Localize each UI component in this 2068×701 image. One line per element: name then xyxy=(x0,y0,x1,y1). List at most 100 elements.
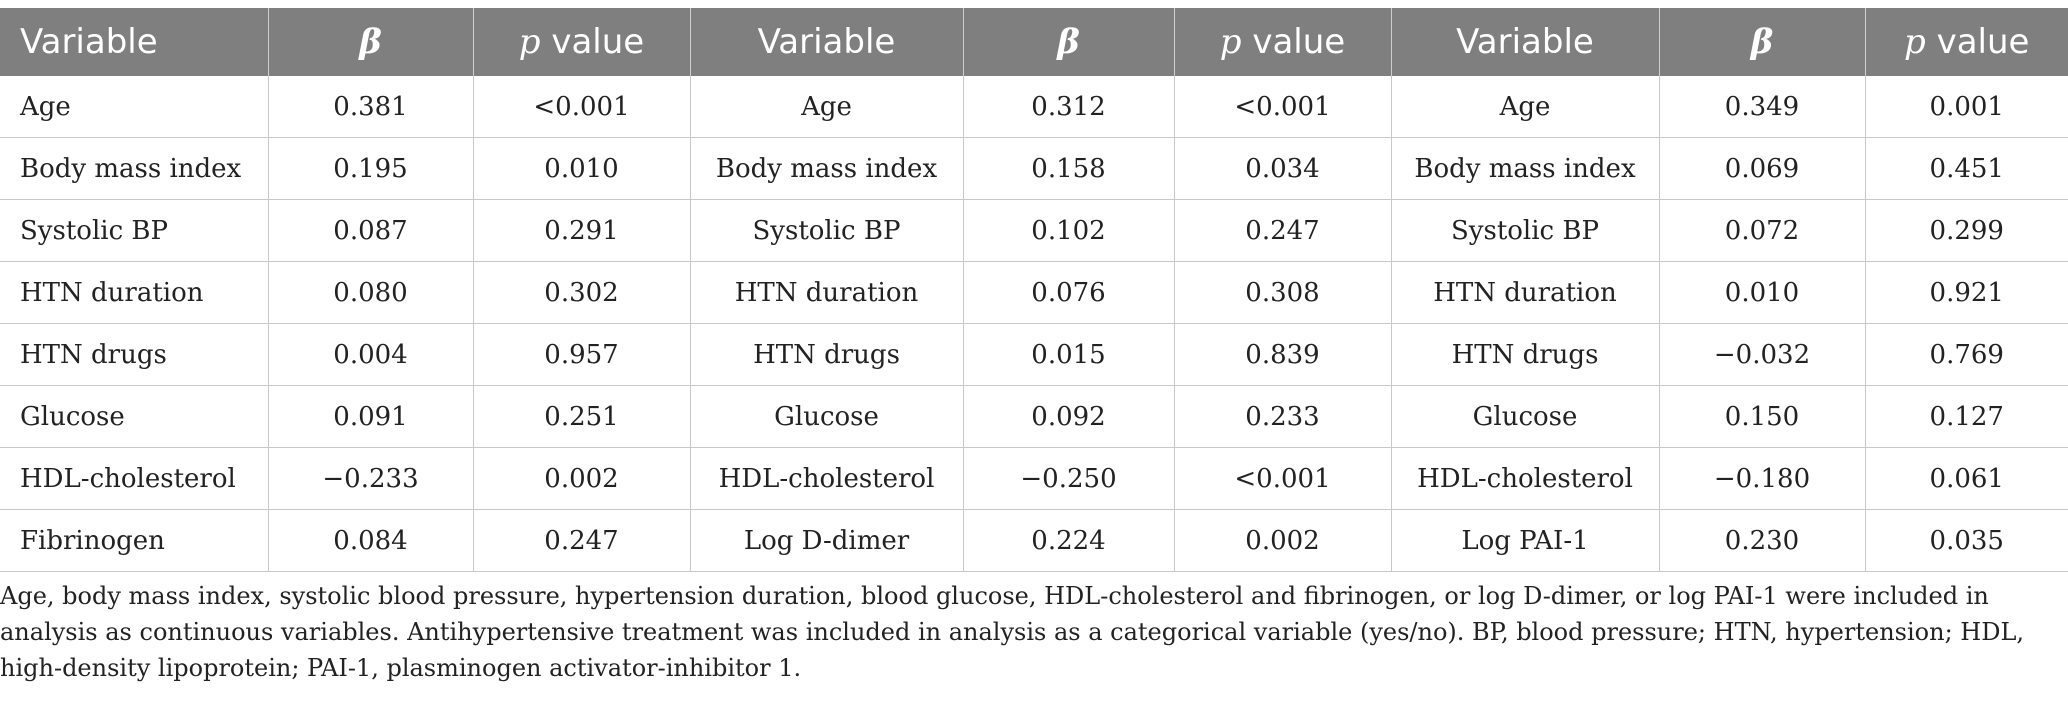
cell-beta: 0.224 xyxy=(963,509,1175,572)
header-pvalue-1: p value xyxy=(473,8,691,76)
cell-variable: HTN drugs xyxy=(0,323,269,386)
cell-pvalue: 0.299 xyxy=(1865,199,2068,262)
regression-table: Variable β p value Variable β p value Va… xyxy=(0,8,2068,572)
cell-variable: Glucose xyxy=(1391,385,1660,448)
cell-beta: 0.072 xyxy=(1659,199,1866,262)
cell-beta: 0.195 xyxy=(268,137,474,200)
header-row: Variable β p value Variable β p value Va… xyxy=(0,8,2068,76)
cell-pvalue: 0.034 xyxy=(1174,137,1392,200)
cell-beta: 0.076 xyxy=(963,261,1175,324)
cell-pvalue: 0.251 xyxy=(473,385,691,448)
cell-pvalue: 0.839 xyxy=(1174,323,1392,386)
regression-table-container: Variable β p value Variable β p value Va… xyxy=(0,8,2068,572)
cell-beta: 0.004 xyxy=(268,323,474,386)
cell-beta: 0.092 xyxy=(963,385,1175,448)
cell-pvalue: 0.002 xyxy=(473,447,691,510)
cell-variable: HDL-cholesterol xyxy=(0,447,269,510)
cell-variable: Glucose xyxy=(0,385,269,448)
cell-pvalue: <0.001 xyxy=(1174,76,1392,138)
cell-variable: Age xyxy=(690,76,964,138)
cell-variable: Body mass index xyxy=(0,137,269,200)
cell-pvalue: <0.001 xyxy=(1174,447,1392,510)
cell-pvalue: <0.001 xyxy=(473,76,691,138)
table-row: Age 0.381 <0.001 Age 0.312 <0.001 Age 0.349 0.00… xyxy=(0,76,2068,138)
table-row: HTN drugs 0.004 0.957 HTN drugs 0.015 0.839 HT… xyxy=(0,323,2068,386)
cell-beta: 0.015 xyxy=(963,323,1175,386)
cell-beta: 0.087 xyxy=(268,199,474,262)
cell-pvalue: 0.921 xyxy=(1865,261,2068,324)
cell-variable: Body mass index xyxy=(690,137,964,200)
header-pvalue-1-text: value xyxy=(540,22,645,62)
cell-beta: −0.233 xyxy=(268,447,474,510)
table-footnote: Age, body mass index, systolic blood pre… xyxy=(0,582,2025,682)
cell-variable: HTN duration xyxy=(1391,261,1660,324)
cell-beta: 0.010 xyxy=(1659,261,1866,324)
cell-pvalue: 0.247 xyxy=(473,509,691,572)
header-variable-2: Variable xyxy=(690,8,964,76)
header-pvalue-3-text: value xyxy=(1925,22,2030,62)
cell-beta: −0.250 xyxy=(963,447,1175,510)
cell-beta: 0.230 xyxy=(1659,509,1866,572)
header-beta-1: β xyxy=(268,8,474,76)
header-variable-1: Variable xyxy=(0,8,269,76)
cell-beta: 0.069 xyxy=(1659,137,1866,200)
header-pvalue-2-italic: p xyxy=(1219,22,1242,62)
cell-beta: 0.150 xyxy=(1659,385,1866,448)
cell-variable: Fibrinogen xyxy=(0,509,269,572)
header-pvalue-2: p value xyxy=(1174,8,1392,76)
cell-pvalue: 0.061 xyxy=(1865,447,2068,510)
cell-variable: Log D-dimer xyxy=(690,509,964,572)
cell-beta: 0.091 xyxy=(268,385,474,448)
cell-pvalue: 0.957 xyxy=(473,323,691,386)
cell-pvalue: 0.291 xyxy=(473,199,691,262)
cell-pvalue: 0.035 xyxy=(1865,509,2068,572)
cell-beta: 0.312 xyxy=(963,76,1175,138)
cell-beta: −0.032 xyxy=(1659,323,1866,386)
cell-variable: Glucose xyxy=(690,385,964,448)
cell-beta: 0.381 xyxy=(268,76,474,138)
cell-beta: 0.158 xyxy=(963,137,1175,200)
cell-beta: 0.080 xyxy=(268,261,474,324)
cell-pvalue: 0.308 xyxy=(1174,261,1392,324)
cell-variable: Age xyxy=(1391,76,1660,138)
cell-pvalue: 0.127 xyxy=(1865,385,2068,448)
cell-variable: HTN drugs xyxy=(1391,323,1660,386)
cell-pvalue: 0.002 xyxy=(1174,509,1392,572)
cell-pvalue: 0.451 xyxy=(1865,137,2068,200)
cell-variable: Age xyxy=(0,76,269,138)
cell-variable: HTN duration xyxy=(0,261,269,324)
cell-variable: Log PAI-1 xyxy=(1391,509,1660,572)
cell-variable: Body mass index xyxy=(1391,137,1660,200)
cell-beta: 0.102 xyxy=(963,199,1175,262)
cell-variable: HDL-cholesterol xyxy=(1391,447,1660,510)
header-pvalue-2-text: value xyxy=(1241,22,1346,62)
cell-pvalue: 0.233 xyxy=(1174,385,1392,448)
cell-pvalue: 0.302 xyxy=(473,261,691,324)
cell-beta: −0.180 xyxy=(1659,447,1866,510)
cell-variable: Systolic BP xyxy=(1391,199,1660,262)
cell-beta: 0.084 xyxy=(268,509,474,572)
table-row: Fibrinogen 0.084 0.247 Log D-dimer 0.224 0.00… xyxy=(0,509,2068,572)
table-row: Body mass index 0.195 0.010 Body mass index… xyxy=(0,137,2068,200)
header-pvalue-3: p value xyxy=(1865,8,2068,76)
header-pvalue-1-italic: p xyxy=(518,22,541,62)
header-beta-3: β xyxy=(1659,8,1866,76)
cell-variable: HDL-cholesterol xyxy=(690,447,964,510)
cell-variable: Systolic BP xyxy=(0,199,269,262)
header-pvalue-3-italic: p xyxy=(1904,22,1926,62)
cell-pvalue: 0.769 xyxy=(1865,323,2068,386)
header-beta-2: β xyxy=(963,8,1175,76)
table-body: Age 0.381 <0.001 Age 0.312 <0.001 Age 0.349 0.00… xyxy=(0,76,2068,572)
cell-variable: HTN drugs xyxy=(690,323,964,386)
cell-variable: Systolic BP xyxy=(690,199,964,262)
cell-beta: 0.349 xyxy=(1659,76,1866,138)
table-row: Systolic BP 0.087 0.291 Systolic BP 0.102 0.2… xyxy=(0,199,2068,262)
cell-pvalue: 0.010 xyxy=(473,137,691,200)
cell-variable: HTN duration xyxy=(690,261,964,324)
table-row: Glucose 0.091 0.251 Glucose 0.092 0.233 Glucos… xyxy=(0,385,2068,448)
table-row: HTN duration 0.080 0.302 HTN duration 0.076 0… xyxy=(0,261,2068,324)
header-variable-3: Variable xyxy=(1391,8,1660,76)
cell-pvalue: 0.001 xyxy=(1865,76,2068,138)
cell-pvalue: 0.247 xyxy=(1174,199,1392,262)
table-row: HDL-cholesterol −0.233 0.002 HDL-cholestero… xyxy=(0,447,2068,510)
